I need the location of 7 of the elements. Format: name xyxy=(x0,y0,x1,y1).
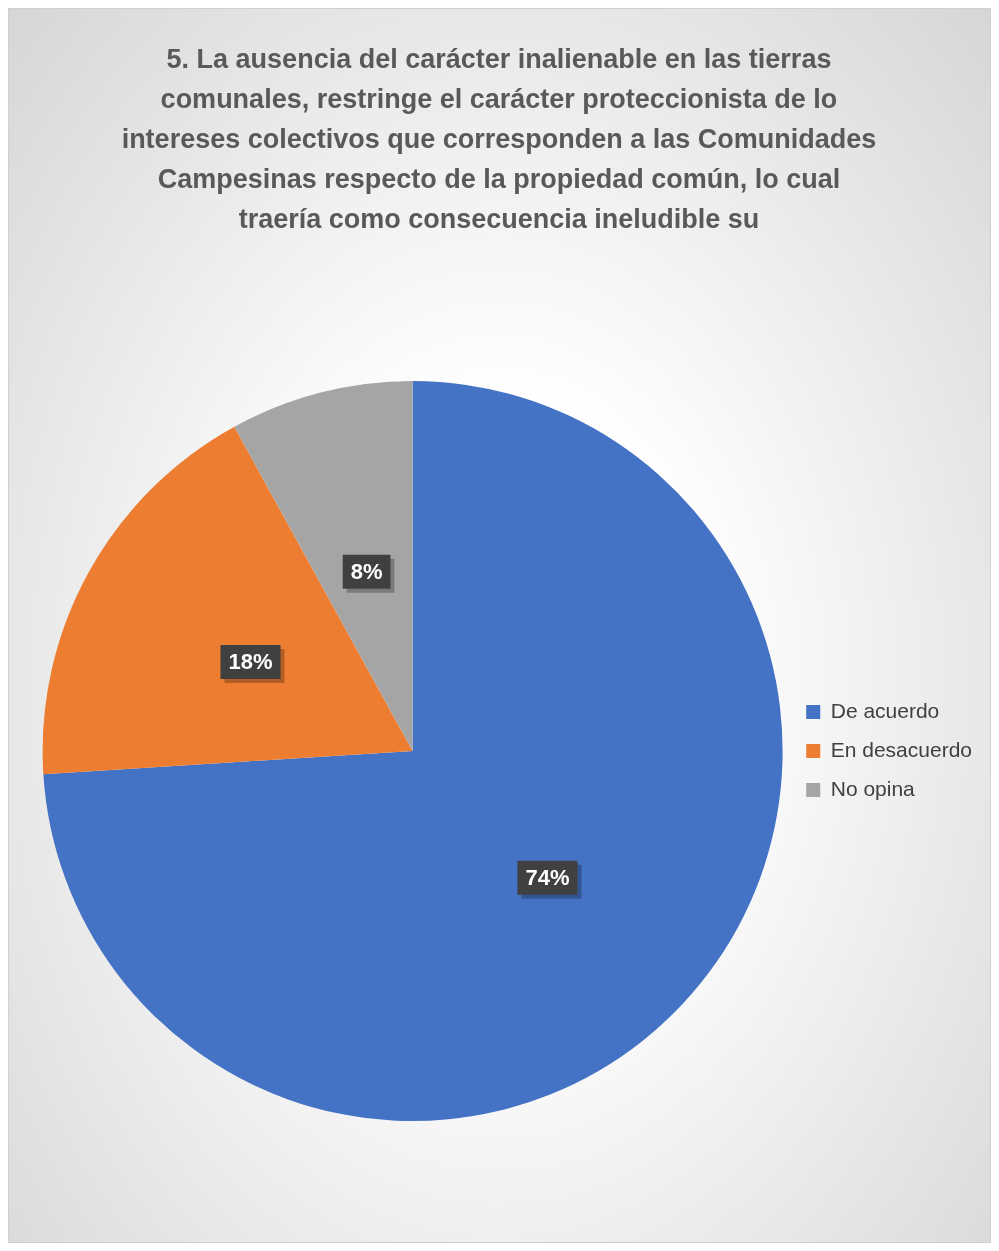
data-label: 18% xyxy=(228,648,273,674)
legend-label: En desacuerdo xyxy=(830,737,973,761)
legend-label: No opina xyxy=(830,776,916,800)
chart-title: 5. La ausencia del carácter inalienable en las tierras comunales, restringe el carácter proteccionista de lo intereses colectivos que corresponden a las Comunidades Campesinas respecto de la propiedad común, lo cual traería como consecuencia ineludible su xyxy=(120,43,878,236)
legend-label: De acuerdo xyxy=(830,698,940,722)
data-label: 8% xyxy=(350,558,383,584)
data-label: 74% xyxy=(525,864,570,890)
